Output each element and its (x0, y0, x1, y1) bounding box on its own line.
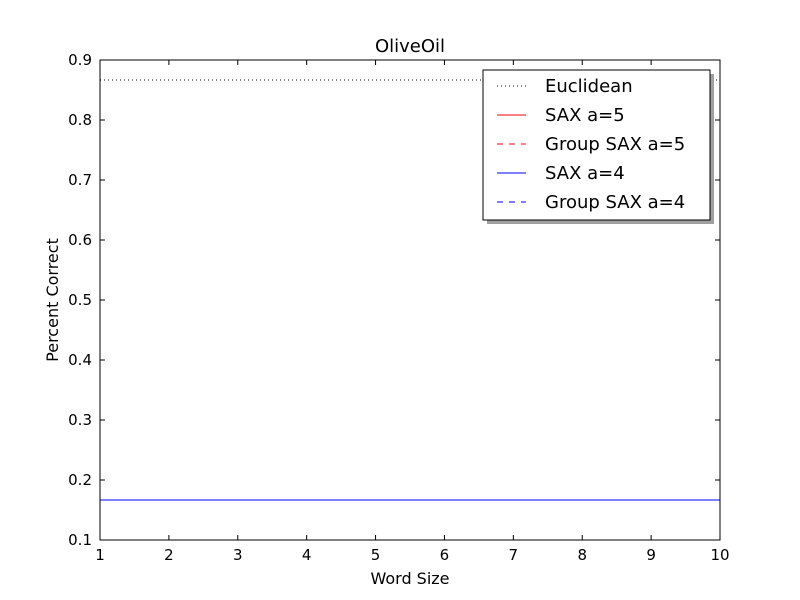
x-tick-label: 1 (95, 546, 105, 564)
y-tick-label: 0.3 (68, 411, 92, 429)
y-tick-label: 0.5 (68, 291, 92, 309)
legend-label-1: Euclidean (545, 76, 633, 97)
y-tick-label: 0.7 (68, 171, 92, 189)
y-tick-label: 0.2 (68, 471, 92, 489)
x-tick-label: 5 (371, 546, 381, 564)
legend-box (482, 69, 711, 221)
x-tick-label: 6 (440, 546, 450, 564)
x-tick-label: 9 (646, 546, 656, 564)
x-tick-label: 7 (509, 546, 519, 564)
axes-layer: 1 2 3 4 5 6 7 8 9 10 0.1 0.2 0.3 0.4 0.5 0.6 0.7 0.8 0.9 (68, 51, 729, 564)
legend-label-2: SAX a=5 (545, 105, 625, 126)
legend-label-3: Group SAX a=5 (545, 134, 685, 155)
x-tick-label: 4 (302, 546, 312, 564)
y-tick-label: 0.4 (68, 351, 92, 369)
y-tick-label: 0.6 (68, 231, 92, 249)
x-tick-label: 3 (233, 546, 243, 564)
chart-title: OliveOil (375, 36, 445, 57)
y-tick-label: 0.1 (68, 531, 92, 549)
x-tick-label: 2 (164, 546, 174, 564)
legend: Euclidean SAX a=5 Group SAX a=5 SAX a=4 Grou… (482, 69, 714, 224)
y-tick-label: 0.9 (68, 51, 92, 69)
y-axis-label: Percent Correct (43, 238, 62, 362)
y-tick-label: 0.8 (68, 111, 92, 129)
legend-label-5: Group SAX a=4 (545, 192, 685, 213)
x-tick-label: 10 (710, 546, 729, 564)
x-axis-label: Word Size (370, 569, 449, 588)
legend-label-4: SAX a=4 (545, 163, 625, 184)
x-tick-label: 8 (577, 546, 587, 564)
